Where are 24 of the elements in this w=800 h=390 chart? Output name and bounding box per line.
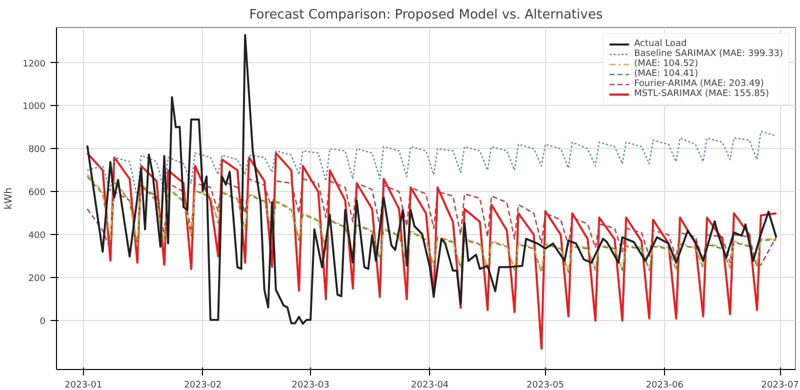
legend-label: Fourier-ARIMA (MAE: 203.49) <box>634 79 764 89</box>
y-tick-label: 0 <box>40 317 46 328</box>
x-tick-label: 2023-03 <box>292 380 330 390</box>
y-tick-label: 1000 <box>22 102 46 112</box>
x-tick-label: 2023-06 <box>646 380 684 390</box>
legend-label: (MAE: 104.41) <box>634 69 698 79</box>
x-tick-label: 2023-05 <box>526 380 564 390</box>
y-tick-label: 200 <box>28 274 46 284</box>
chart-title: Forecast Comparison: Proposed Model vs. Alternatives <box>249 8 603 22</box>
line-series <box>86 130 777 199</box>
y-tick-label: 1200 <box>22 59 46 70</box>
line-series <box>86 152 778 350</box>
x-tick-label: 2023-04 <box>411 380 449 390</box>
y-tick-label: 400 <box>28 231 46 242</box>
legend-label: Actual Load <box>634 39 687 49</box>
x-tick-label: 2023-02 <box>184 380 222 390</box>
y-axis-title: kWh <box>4 187 15 210</box>
y-tick-label: 600 <box>28 188 46 198</box>
x-tick-label: 2023-07 <box>761 380 799 390</box>
legend-label: MSTL-SARIMAX (MAE: 155.85) <box>634 89 770 99</box>
x-tick-label: 2023-01 <box>64 380 102 390</box>
legend-label: (MAE: 104.52) <box>634 59 698 69</box>
y-tick-label: 800 <box>28 145 46 156</box>
legend-label: Baseline SARIMAX (MAE: 399.33) <box>634 49 783 59</box>
